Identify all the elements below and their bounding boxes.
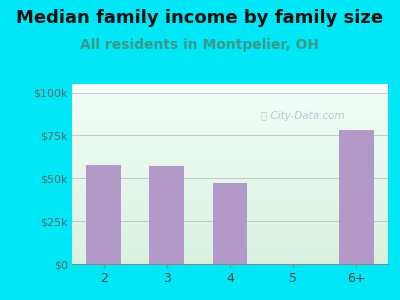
Bar [150, 166, 184, 264]
Bar [86, 165, 121, 264]
Text: Median family income by family size: Median family income by family size [16, 9, 384, 27]
Text: ⓘ City-Data.com: ⓘ City-Data.com [261, 111, 344, 122]
Bar [339, 130, 374, 264]
Text: All residents in Montpelier, OH: All residents in Montpelier, OH [80, 38, 320, 52]
Bar [213, 183, 247, 264]
